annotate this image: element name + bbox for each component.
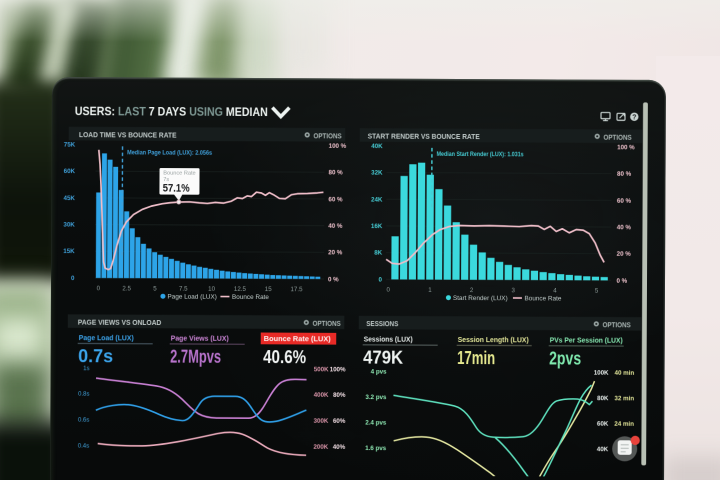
svg-text:SESSIONS: SESSIONS	[366, 321, 398, 328]
svg-text:Bounce Rate: Bounce Rate	[524, 296, 561, 303]
svg-text:Median Start Render (LUX): 1.0: Median Start Render (LUX): 1.031s	[437, 151, 525, 158]
svg-text:80 %: 80 %	[329, 169, 344, 176]
svg-text:0: 0	[379, 276, 383, 283]
svg-text:75K: 75K	[64, 141, 76, 148]
svg-text:60 %: 60 %	[328, 196, 343, 203]
svg-text:Page Load (LUX): Page Load (LUX)	[79, 335, 134, 342]
svg-text:0.6s: 0.6s	[78, 418, 89, 424]
svg-text:5: 5	[153, 285, 157, 292]
svg-text:40 %: 40 %	[617, 224, 632, 231]
svg-text:15K: 15K	[63, 248, 75, 255]
svg-text:40%: 40%	[333, 444, 346, 451]
svg-text:2pvs: 2pvs	[549, 347, 581, 368]
svg-text:57.1%: 57.1%	[163, 182, 191, 194]
svg-text:15: 15	[265, 286, 272, 293]
svg-text:17min: 17min	[457, 347, 495, 368]
svg-text:4 pvs: 4 pvs	[371, 368, 387, 375]
svg-text:100 %: 100 %	[617, 144, 635, 151]
svg-text:PVs Per Session (LUX): PVs Per Session (LUX)	[550, 337, 623, 344]
svg-text:OPTIONS: OPTIONS	[602, 322, 631, 329]
svg-text:100%: 100%	[330, 366, 346, 373]
svg-text:8K: 8K	[374, 250, 382, 257]
svg-text:5: 5	[595, 288, 599, 295]
svg-text:Sessions (LUX): Sessions (LUX)	[364, 337, 413, 344]
svg-text:400K: 400K	[314, 392, 329, 399]
svg-text:12.5: 12.5	[234, 286, 247, 293]
svg-text:40K: 40K	[597, 446, 609, 453]
svg-text:2.4 pvs: 2.4 pvs	[365, 419, 387, 426]
svg-text:0.4s: 0.4s	[78, 444, 89, 450]
svg-text:200K: 200K	[313, 444, 328, 451]
svg-text:16K: 16K	[371, 223, 383, 230]
svg-text:0: 0	[97, 285, 101, 292]
svg-text:1s: 1s	[83, 366, 89, 372]
svg-text:32 min: 32 min	[614, 395, 634, 402]
svg-text:2: 2	[470, 287, 474, 294]
svg-text:0.7s: 0.7s	[78, 345, 113, 366]
svg-text:10: 10	[208, 286, 215, 293]
svg-text:Start Render (LUX): Start Render (LUX)	[453, 295, 508, 302]
svg-text:4: 4	[553, 287, 557, 294]
svg-text:20 %: 20 %	[328, 250, 343, 257]
svg-text:0.8s: 0.8s	[78, 392, 89, 398]
svg-text:Bounce Rate: Bounce Rate	[232, 294, 269, 301]
svg-text:40.6%: 40.6%	[263, 346, 306, 367]
svg-text:7s: 7s	[163, 177, 169, 183]
svg-text:0 %: 0 %	[328, 276, 339, 283]
svg-text:60K: 60K	[597, 421, 609, 428]
svg-text:LOAD TIME VS BOUNCE RATE: LOAD TIME VS BOUNCE RATE	[79, 132, 177, 139]
svg-text:60 %: 60 %	[617, 198, 632, 205]
svg-text:500K: 500K	[314, 366, 329, 373]
svg-text:24 min: 24 min	[614, 421, 634, 428]
svg-text:0: 0	[387, 287, 391, 294]
svg-text:24K: 24K	[371, 196, 383, 203]
svg-text:Median Page Load (LUX): 2.056s: Median Page Load (LUX): 2.056s	[127, 149, 213, 156]
svg-text:30K: 30K	[63, 222, 75, 229]
svg-text:Bounce Rate: Bounce Rate	[163, 171, 195, 177]
svg-text:300K: 300K	[314, 418, 329, 425]
svg-text:20 %: 20 %	[617, 251, 632, 258]
svg-text:17.5: 17.5	[290, 286, 303, 293]
svg-text:3: 3	[511, 287, 515, 294]
svg-text:OPTIONS: OPTIONS	[313, 133, 342, 140]
svg-text:80%: 80%	[333, 392, 346, 399]
svg-text:7.5: 7.5	[179, 286, 188, 293]
svg-text:60%: 60%	[333, 418, 346, 425]
svg-text:OPTIONS: OPTIONS	[603, 134, 632, 141]
svg-text:100 %: 100 %	[329, 143, 347, 150]
svg-text:80 %: 80 %	[617, 171, 632, 178]
svg-text:3.2 pvs: 3.2 pvs	[365, 394, 387, 401]
svg-text:40 %: 40 %	[328, 223, 343, 230]
svg-text:40 min: 40 min	[615, 370, 635, 377]
svg-text:Page Load (LUX): Page Load (LUX)	[167, 294, 216, 301]
svg-text:USERS: LAST 7 DAYS USING MEDIA: USERS: LAST 7 DAYS USING MEDIAN	[75, 104, 268, 119]
svg-text:1.6 pvs: 1.6 pvs	[365, 445, 387, 452]
svg-text:45K: 45K	[64, 195, 76, 202]
svg-text:Page Views (LUX): Page Views (LUX)	[171, 336, 229, 343]
svg-text:100K: 100K	[594, 370, 609, 377]
svg-text:60K: 60K	[64, 168, 76, 175]
svg-text:PAGE VIEWS VS ONLOAD: PAGE VIEWS VS ONLOAD	[78, 320, 162, 327]
svg-text:2.5: 2.5	[122, 285, 131, 292]
svg-text:Bounce Rate (LUX): Bounce Rate (LUX)	[264, 336, 331, 343]
svg-text:479K: 479K	[363, 346, 404, 367]
svg-text:?: ?	[632, 114, 636, 121]
svg-text:1: 1	[428, 287, 432, 294]
svg-text:32K: 32K	[371, 170, 383, 177]
svg-text:80K: 80K	[597, 395, 609, 402]
svg-text:0 %: 0 %	[616, 278, 627, 285]
svg-text:2.7Mpvs: 2.7Mpvs	[170, 345, 221, 366]
svg-text:OPTIONS: OPTIONS	[312, 321, 341, 328]
svg-text:40K: 40K	[371, 143, 383, 150]
svg-text:0: 0	[71, 275, 75, 282]
svg-text:Session Length (LUX): Session Length (LUX)	[458, 337, 529, 344]
svg-text:START RENDER VS BOUNCE RATE: START RENDER VS BOUNCE RATE	[368, 133, 480, 141]
